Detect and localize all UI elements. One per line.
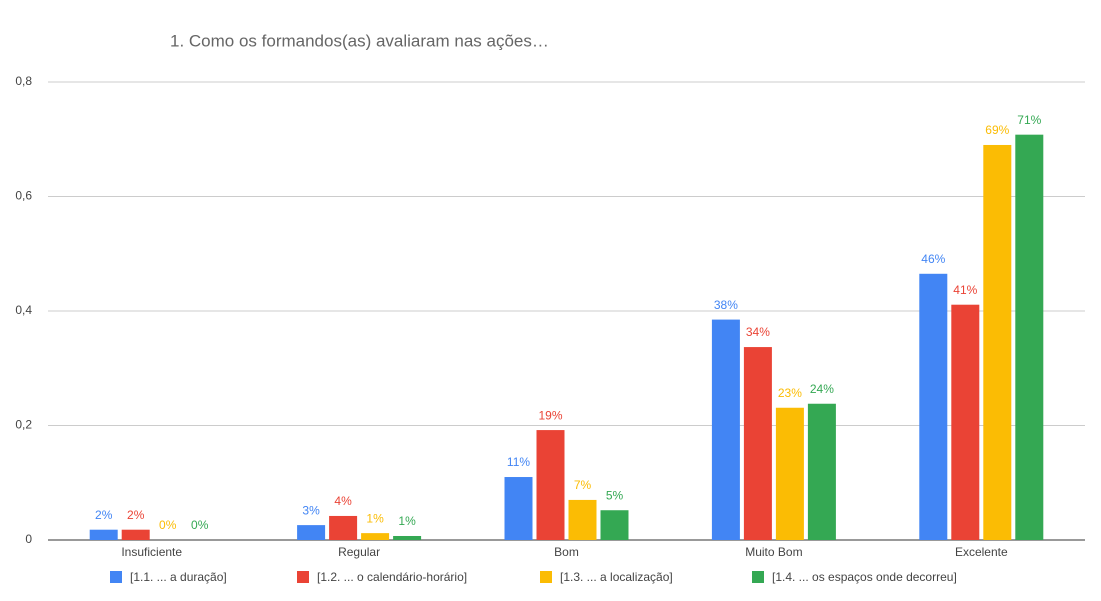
data-label: 1%	[398, 514, 416, 528]
data-label: 0%	[191, 518, 209, 532]
data-label: 69%	[985, 123, 1009, 137]
y-tick-label: 0	[25, 532, 32, 546]
bar	[393, 535, 422, 540]
bar	[951, 304, 980, 540]
legend-label: [1.3. ... a localização]	[560, 570, 673, 584]
bar	[121, 529, 150, 540]
bar	[600, 510, 629, 540]
data-label: 5%	[606, 488, 624, 502]
data-label: 34%	[746, 325, 770, 339]
bar	[329, 515, 358, 540]
bar	[919, 273, 948, 540]
legend-swatch	[540, 571, 552, 583]
bar	[297, 525, 326, 540]
data-label: 7%	[574, 478, 592, 492]
y-tick-label: 0,4	[15, 303, 32, 317]
x-tick-label: Regular	[338, 545, 380, 559]
legend-label: [1.2. ... o calendário-horário]	[317, 570, 467, 584]
data-label: 24%	[810, 382, 834, 396]
data-label: 4%	[334, 494, 352, 508]
bar	[807, 403, 836, 540]
bar	[89, 529, 118, 540]
y-tick-label: 0,8	[15, 74, 32, 88]
data-label: 11%	[507, 455, 530, 469]
data-label: 1%	[366, 511, 384, 525]
x-tick-label: Insuficiente	[121, 545, 182, 559]
data-label: 2%	[95, 508, 113, 522]
data-label: 3%	[302, 503, 320, 517]
data-label: 46%	[921, 252, 945, 266]
data-label: 38%	[714, 298, 738, 312]
legend-label: [1.1. ... a duração]	[130, 570, 227, 584]
bar	[536, 430, 565, 540]
bar	[504, 477, 533, 540]
data-label: 41%	[953, 283, 977, 297]
legend-swatch	[110, 571, 122, 583]
x-tick-label: Excelente	[955, 545, 1008, 559]
data-label: 0%	[159, 518, 177, 532]
data-label: 19%	[538, 408, 562, 422]
data-label: 2%	[127, 508, 145, 522]
x-tick-label: Muito Bom	[745, 545, 802, 559]
y-tick-label: 0,2	[15, 418, 32, 432]
x-tick-label: Bom	[554, 545, 579, 559]
legend-label: [1.4. ... os espaços onde decorreu]	[772, 570, 957, 584]
bar	[775, 407, 804, 540]
legend-swatch	[297, 571, 309, 583]
bar	[743, 347, 772, 540]
bar	[361, 533, 390, 540]
bar	[1015, 134, 1044, 541]
legend-swatch	[752, 571, 764, 583]
bar	[711, 319, 740, 540]
data-label: 71%	[1017, 113, 1041, 127]
bar	[568, 499, 597, 540]
bar	[983, 144, 1012, 540]
data-label: 23%	[778, 386, 802, 400]
chart-title: 1. Como os formandos(as) avaliaram nas a…	[170, 31, 549, 50]
y-tick-label: 0,6	[15, 189, 32, 203]
